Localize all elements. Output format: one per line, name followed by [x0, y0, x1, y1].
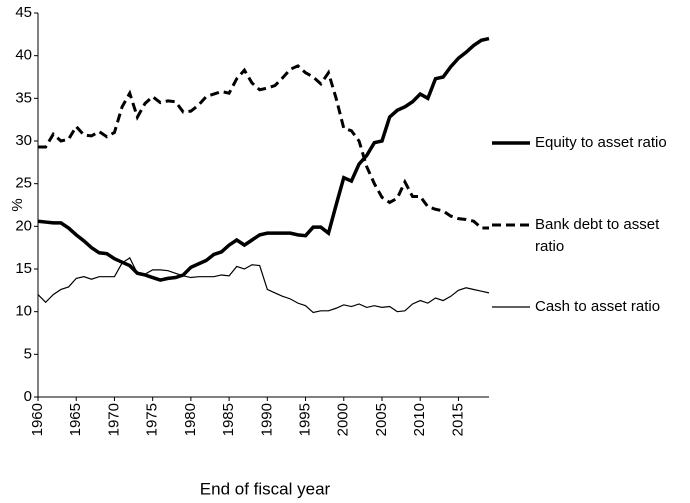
data-line	[37, 36, 490, 282]
legend-label: Cash to asset ratio	[535, 298, 661, 315]
x-tick-label: 2015	[449, 403, 466, 436]
x-tick-label: 2005	[373, 403, 390, 436]
y-tick-label: 20	[15, 217, 32, 234]
x-axis-label: End of fiscal year	[200, 479, 331, 498]
y-tick-label: 15	[15, 260, 32, 277]
y-tick-label: 25	[15, 175, 32, 192]
y-tick-label: 10	[15, 303, 32, 320]
y-tick-label: 35	[15, 89, 32, 106]
y-tick-label: 40	[15, 47, 32, 64]
x-tick-label: 1975	[144, 403, 161, 436]
data-line	[37, 257, 490, 314]
x-tick-label: 2010	[411, 403, 428, 436]
y-axis-label: %	[9, 198, 26, 211]
y-tick-label: 45	[15, 4, 32, 21]
x-tick-label: 1960	[29, 403, 46, 436]
y-tick-label: 5	[24, 345, 32, 362]
x-tick-label: 1985	[220, 403, 237, 436]
x-tick-label: 1980	[182, 403, 199, 436]
y-tick-label: 30	[15, 132, 32, 149]
data-line	[38, 64, 489, 230]
legend-label: Bank debt to asset ratio	[535, 216, 660, 255]
x-tick-label: 1990	[258, 403, 275, 436]
x-tick-label: 2000	[335, 403, 352, 436]
y-tick-label: 0	[24, 388, 32, 405]
legend-label: Equity to asset ratio	[535, 134, 667, 151]
x-tick-label: 1965	[67, 403, 84, 436]
x-tick-label: 1970	[105, 403, 122, 436]
x-tick-label: 1995	[297, 403, 314, 436]
